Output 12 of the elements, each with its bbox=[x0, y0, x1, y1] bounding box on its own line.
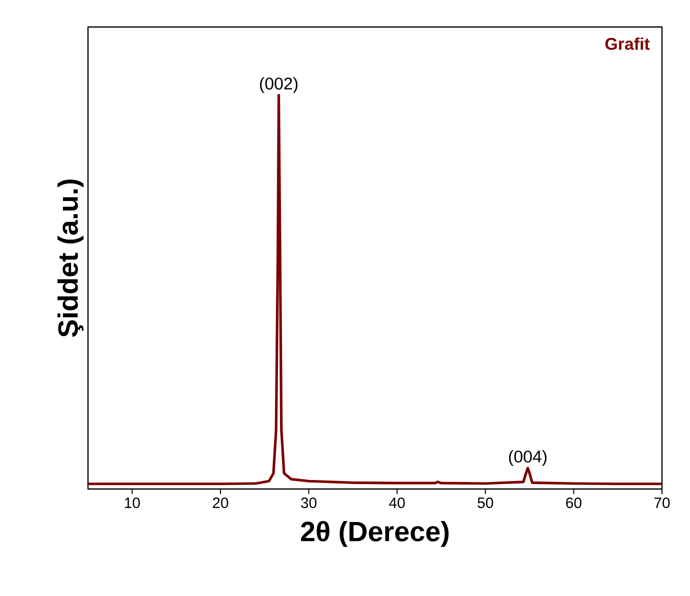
text: Grafit bbox=[605, 37, 650, 50]
x-axis-title: 2θ (Derece) bbox=[300, 520, 449, 547]
y-axis-title: Şiddet (a.u.) bbox=[57, 180, 84, 338]
x-tick-label: 60 bbox=[566, 498, 582, 508]
x-tick-label: 70 bbox=[654, 498, 670, 508]
annotation: (002) bbox=[260, 77, 298, 93]
annotation: (004) bbox=[509, 450, 546, 466]
x-tick-label: 50 bbox=[478, 498, 494, 508]
x-tick-label: 20 bbox=[212, 498, 228, 508]
x-tick-label: 40 bbox=[389, 498, 405, 508]
x-tick-label: 10 bbox=[124, 498, 140, 508]
x-tick-label: 30 bbox=[301, 498, 316, 508]
